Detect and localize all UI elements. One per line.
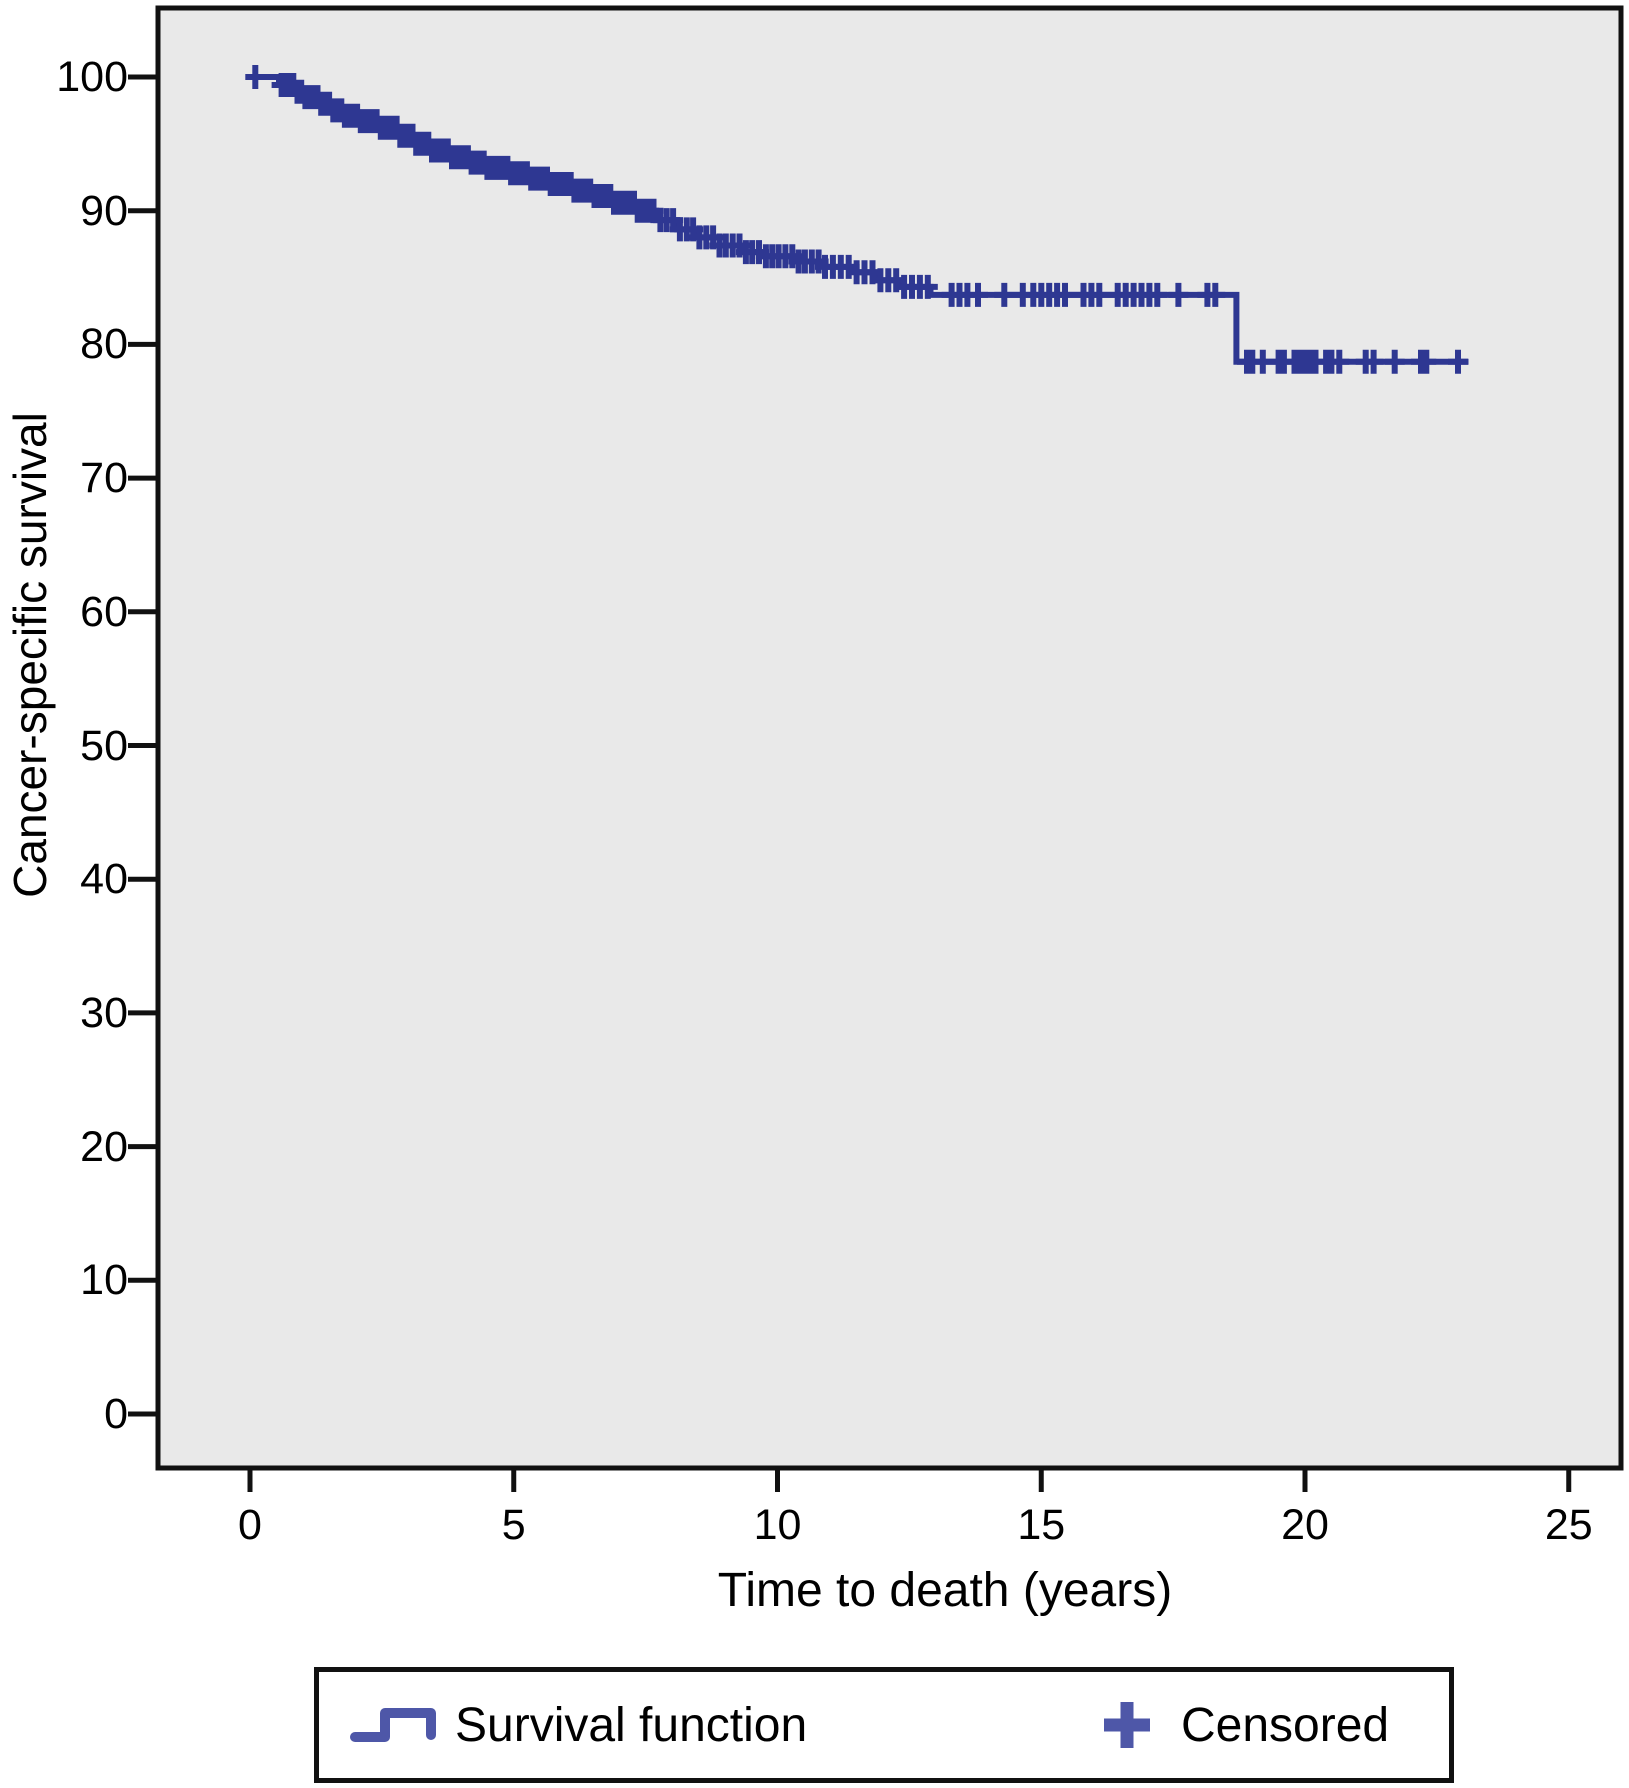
legend-survival-function-label: Survival function [455, 1698, 808, 1752]
y-tick-label: 70 [80, 454, 128, 503]
y-tick-label: 20 [80, 1122, 128, 1171]
x-tick-label: 15 [1017, 1501, 1066, 1549]
x-tick-label: 20 [1281, 1501, 1329, 1549]
y-tick-label: 80 [80, 320, 128, 369]
x-tick-label: 10 [753, 1501, 802, 1549]
y-tick-label: 0 [104, 1390, 128, 1438]
y-tick-label: 40 [80, 855, 128, 904]
y-tick-label: 100 [56, 53, 128, 101]
x-tick-label: 25 [1544, 1501, 1593, 1549]
y-tick-label: 90 [80, 186, 128, 235]
censored-plus-icon [1104, 1702, 1150, 1748]
legend-censored-label: Censored [1181, 1698, 1390, 1752]
x-tick-label: 0 [238, 1501, 262, 1549]
y-tick-label: 50 [80, 721, 128, 770]
survival-function-step-icon [350, 1708, 436, 1742]
y-tick-label: 30 [80, 988, 128, 1037]
legend: Survival function Censored [314, 1667, 1454, 1783]
y-axis-title: Cancer-specific survival [4, 412, 56, 898]
x-axis-title: Time to death (years) [717, 1564, 1173, 1617]
y-tick-label: 60 [80, 587, 128, 636]
x-tick-label: 5 [501, 1501, 526, 1549]
plot-area [155, 5, 1624, 1471]
censored-marks [245, 65, 1468, 374]
y-tick-label: 10 [80, 1256, 128, 1305]
